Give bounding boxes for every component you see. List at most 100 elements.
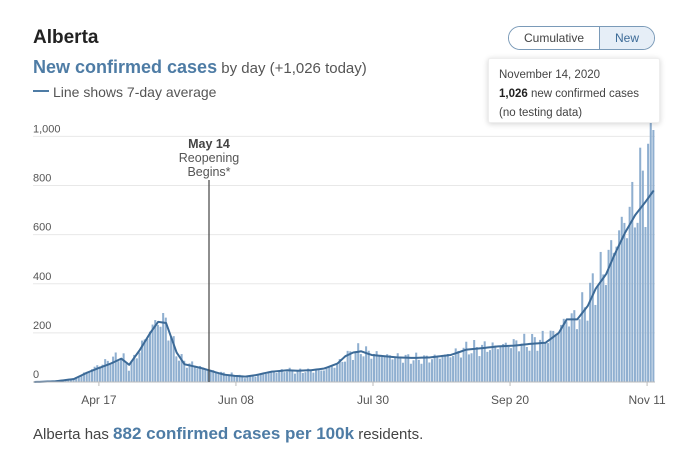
line-note: Line shows 7-day average	[33, 84, 216, 100]
bar-daily	[639, 147, 642, 382]
bar-daily	[581, 292, 584, 382]
bar-daily	[507, 347, 510, 382]
bar-daily	[436, 357, 439, 382]
bar-daily	[539, 339, 542, 382]
bar-daily	[193, 367, 196, 382]
bar-daily	[367, 350, 370, 382]
bar-daily	[67, 379, 70, 382]
bar-daily	[346, 350, 349, 382]
bar-daily	[372, 353, 376, 382]
bar-daily	[357, 343, 360, 382]
bar-daily	[275, 372, 278, 382]
y-tick-label: 600	[33, 222, 51, 234]
bar-daily	[504, 342, 507, 382]
bar-daily	[438, 358, 441, 382]
bar-daily	[272, 371, 275, 382]
bar-daily	[365, 346, 368, 382]
bar-daily	[449, 357, 452, 382]
bar-daily	[69, 379, 72, 382]
bar-daily	[98, 366, 101, 382]
bar-daily	[328, 366, 331, 382]
bar-daily	[180, 354, 183, 382]
x-tick-label: Jul 30	[357, 393, 389, 407]
bar-daily	[597, 286, 600, 382]
bar-daily	[222, 372, 225, 382]
bar-daily	[341, 361, 344, 382]
bar-daily	[85, 372, 88, 382]
bar-daily	[623, 222, 626, 382]
bar-daily	[499, 346, 502, 382]
bar-daily	[578, 319, 581, 382]
bar-daily	[612, 252, 615, 382]
bar-daily	[444, 354, 447, 382]
bar-daily	[557, 332, 560, 382]
bar-daily	[257, 374, 260, 382]
bar-daily	[391, 359, 394, 382]
footer-summary: Alberta has 882 confirmed cases per 100k…	[33, 424, 423, 444]
bar-daily	[170, 336, 173, 382]
bar-daily	[312, 372, 315, 382]
bar-daily	[304, 372, 307, 382]
tooltip-count-line: 1,026 new confirmed cases	[499, 85, 649, 104]
region-title: Alberta	[33, 27, 99, 48]
bar-daily	[315, 369, 318, 382]
bar-daily	[344, 361, 347, 382]
bar-daily	[206, 370, 209, 382]
bar-daily	[243, 378, 246, 382]
bar-daily	[631, 181, 634, 382]
bar-daily	[457, 350, 460, 382]
bar-daily	[230, 372, 233, 382]
bar-daily	[425, 355, 428, 382]
bar-daily	[515, 340, 518, 382]
bar-daily	[546, 343, 549, 382]
bar-daily	[488, 350, 491, 382]
bar-daily	[288, 367, 291, 382]
new-toggle-button[interactable]: New	[600, 27, 654, 49]
bar-daily	[430, 359, 434, 382]
bar-daily	[610, 240, 613, 382]
bar-daily	[280, 369, 283, 382]
bar-daily	[183, 360, 186, 382]
bar-daily	[130, 361, 133, 382]
bar-daily	[259, 374, 262, 382]
line-note-text: Line shows 7-day average	[53, 84, 217, 100]
bar-daily	[620, 216, 623, 382]
bar-daily	[573, 310, 576, 382]
bar-daily	[162, 313, 165, 382]
bar-daily	[399, 358, 402, 382]
bar-daily	[322, 370, 325, 382]
average-line	[34, 189, 655, 383]
bar-daily	[233, 375, 236, 382]
bar-daily	[459, 357, 463, 382]
bar-daily	[554, 335, 557, 382]
bar-daily	[549, 330, 552, 382]
cumulative-toggle-button[interactable]: Cumulative	[509, 27, 600, 49]
bar-daily	[90, 369, 94, 382]
bar-daily	[462, 347, 465, 382]
x-tick-label: Apr 17	[81, 393, 117, 407]
bar-daily	[164, 317, 167, 382]
bar-daily	[117, 361, 120, 382]
bar-daily	[141, 340, 144, 382]
bar-daily	[217, 373, 220, 382]
bar-daily	[167, 340, 170, 382]
bar-daily	[77, 377, 80, 382]
bar-daily	[251, 376, 254, 382]
footer-rate: 882 confirmed cases per 100k	[113, 424, 355, 443]
x-tick-label: Jun 08	[218, 393, 254, 407]
bar-daily	[359, 354, 362, 382]
y-tick-label: 0	[33, 369, 39, 381]
bar-daily	[241, 375, 244, 382]
bar-daily	[441, 356, 444, 382]
bar-daily	[649, 90, 652, 382]
bar-daily	[104, 359, 107, 382]
y-tick-label: 200	[33, 320, 51, 332]
bar-daily	[568, 326, 571, 382]
bar-daily	[446, 353, 449, 382]
bar-daily	[330, 366, 333, 382]
bar-daily	[301, 373, 304, 382]
bar-daily	[633, 227, 636, 382]
bar-daily	[565, 321, 568, 382]
bar-daily	[172, 336, 175, 382]
bar-daily	[249, 375, 252, 382]
